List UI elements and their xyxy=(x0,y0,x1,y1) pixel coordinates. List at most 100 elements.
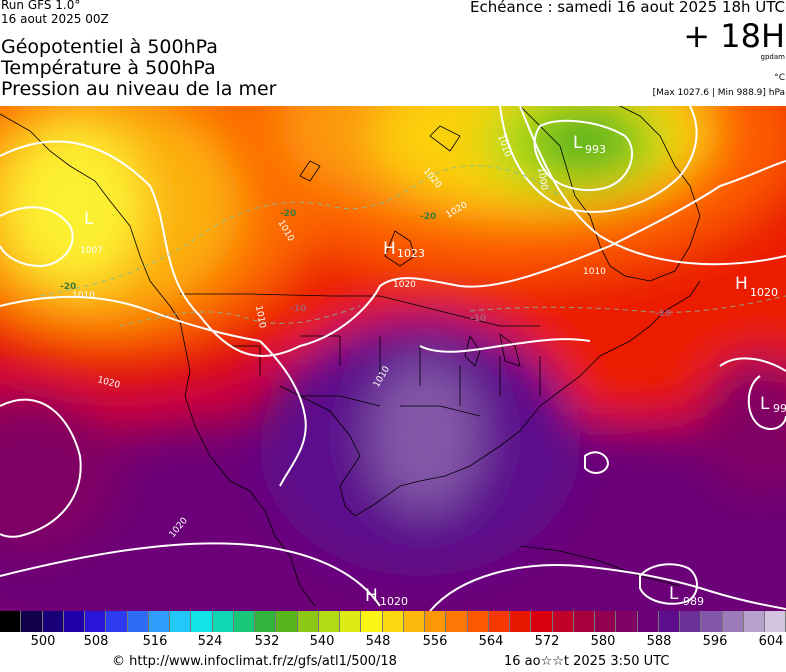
isotherm-label: -20 xyxy=(280,209,296,219)
low-symbol: L xyxy=(573,133,583,153)
high-symbol: H xyxy=(383,239,396,259)
color-scale-labels: 500 508 516 524 532 540 548 556 564 572 … xyxy=(0,634,786,654)
map-svg: L 993 L 1007 H 1023 H 1020 L 99 H 1020 xyxy=(0,106,786,611)
unit-gpdam: gpdam xyxy=(760,53,785,61)
color-scale-bar xyxy=(0,611,786,632)
isotherm-label: -10 xyxy=(470,314,486,324)
scale-swatch xyxy=(42,611,64,632)
scale-swatch xyxy=(382,611,404,632)
scale-swatch xyxy=(85,611,107,632)
scale-label: 596 xyxy=(702,634,728,649)
high-center-1020-south: H 1020 xyxy=(365,586,408,608)
low-center-989: L 989 xyxy=(669,584,704,608)
lead-time: + 18H xyxy=(683,17,785,55)
scale-swatch xyxy=(743,611,765,632)
pressure-max-min: [Max 1027.6 | Min 988.9] hPa xyxy=(652,88,785,98)
scale-swatch xyxy=(191,611,213,632)
high-symbol: H xyxy=(365,586,378,606)
scale-label: 588 xyxy=(646,634,672,649)
scale-swatch xyxy=(765,611,786,632)
scale-swatch xyxy=(361,611,383,632)
low-symbol: L xyxy=(669,584,679,604)
scale-swatch xyxy=(63,611,85,632)
scale-swatch xyxy=(21,611,43,632)
isotherm-label: -20 xyxy=(60,282,76,292)
low-symbol: L xyxy=(760,394,770,414)
high-value: 1020 xyxy=(750,286,778,299)
scale-swatch xyxy=(255,611,277,632)
scale-swatch xyxy=(297,611,319,632)
run-date: 16 aout 2025 00Z xyxy=(1,12,109,26)
isobar-label: 1010 xyxy=(583,267,606,277)
low-center-99: L 99 xyxy=(760,394,786,415)
title-temperature: Température à 500hPa xyxy=(1,57,216,79)
isobar-label: 1020 xyxy=(393,280,416,290)
isotherm-label: -20 xyxy=(420,212,436,222)
title-geopotential: Géopotentiel à 500hPa xyxy=(1,36,218,58)
scale-swatch xyxy=(403,611,425,632)
scale-swatch xyxy=(340,611,362,632)
scale-label: 500 xyxy=(30,634,56,649)
isobars xyxy=(0,106,786,611)
scale-label: 572 xyxy=(534,634,560,649)
scale-label: 580 xyxy=(590,634,616,649)
scale-swatch xyxy=(276,611,298,632)
scale-swatch xyxy=(658,611,680,632)
low-value: 989 xyxy=(683,595,704,608)
run-label: Run GFS 1.0° xyxy=(1,0,81,12)
high-center-1023: H 1023 xyxy=(383,239,425,260)
scale-swatch xyxy=(212,611,234,632)
scale-label: 532 xyxy=(254,634,280,649)
scale-swatch xyxy=(552,611,574,632)
scale-swatch xyxy=(106,611,128,632)
high-value: 1023 xyxy=(397,247,425,260)
scale-swatch xyxy=(127,611,149,632)
source-url: © http://www.infoclimat.fr/z/gfs/atl1/50… xyxy=(112,654,397,669)
scale-label: 548 xyxy=(365,634,391,649)
high-value: 1020 xyxy=(380,595,408,608)
scale-swatch xyxy=(701,611,723,632)
map-titles: Géopotentiel à 500hPa Température à 500h… xyxy=(1,37,276,100)
isotherm-labels: -20 -20 -20 -10 -10 -10 xyxy=(60,209,671,324)
unit-celsius: °C xyxy=(774,73,785,83)
pressure-centers: L 993 L 1007 H 1023 H 1020 L 99 H 1020 xyxy=(80,133,786,608)
scale-swatch xyxy=(680,611,702,632)
low-center-1007: L 1007 xyxy=(80,209,103,256)
high-center-1020-east: H 1020 xyxy=(735,274,778,299)
low-center-993: L 993 xyxy=(573,133,606,156)
scale-swatch xyxy=(170,611,192,632)
scale-swatch xyxy=(595,611,617,632)
run-info: Run GFS 1.0° 16 aout 2025 00Z xyxy=(1,0,109,26)
isotherm-label: -10 xyxy=(655,309,671,319)
scale-label: 604 xyxy=(758,634,784,649)
scale-swatch xyxy=(722,611,744,632)
isobar-label: 1000 xyxy=(535,167,549,192)
scale-swatch xyxy=(0,611,22,632)
isotherm-label: -10 xyxy=(290,304,306,314)
scale-swatch xyxy=(467,611,489,632)
high-symbol: H xyxy=(735,274,748,294)
scale-label: 508 xyxy=(83,634,109,649)
scale-swatch xyxy=(573,611,595,632)
scale-label: 556 xyxy=(422,634,448,649)
low-symbol: L xyxy=(84,209,94,229)
scale-swatch xyxy=(425,611,447,632)
title-pressure: Pression au niveau de la mer xyxy=(1,78,277,100)
low-value: 993 xyxy=(585,143,606,156)
generation-time: 16 ao☆☆t 2025 3:50 UTC xyxy=(504,654,670,669)
scale-label: 524 xyxy=(197,634,223,649)
scale-swatch xyxy=(233,611,255,632)
low-value: 99 xyxy=(773,402,786,415)
scale-swatch xyxy=(616,611,638,632)
scale-label: 516 xyxy=(142,634,168,649)
weather-map: L 993 L 1007 H 1023 H 1020 L 99 H 1020 xyxy=(0,106,786,611)
low-value: 1007 xyxy=(80,246,103,256)
coastlines-borders xyxy=(0,106,701,607)
scale-swatch xyxy=(318,611,340,632)
isotherms xyxy=(39,165,786,327)
scale-swatch xyxy=(446,611,468,632)
scale-label: 564 xyxy=(478,634,504,649)
forecast-valid-time: Echéance : samedi 16 aout 2025 18h UTC xyxy=(470,0,785,16)
scale-label: 540 xyxy=(309,634,335,649)
isobar-label: 1010 xyxy=(72,291,95,301)
